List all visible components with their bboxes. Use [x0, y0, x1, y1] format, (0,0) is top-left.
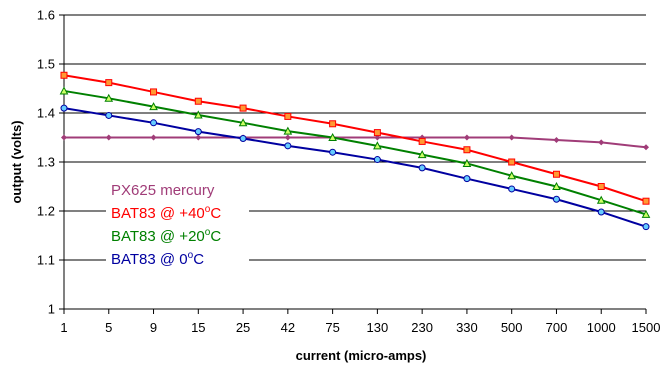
legend-entry: BAT83 @ 0oC — [111, 250, 204, 268]
y-tick-label: 1.2 — [37, 204, 55, 219]
y-axis-title: output (volts) — [9, 120, 24, 203]
x-tick-label: 230 — [411, 320, 433, 335]
x-tick-label: 42 — [281, 320, 295, 335]
y-tick-label: 1.6 — [37, 8, 55, 23]
x-tick-label: 1500 — [632, 320, 661, 335]
data-point — [59, 86, 69, 95]
legend-entry: BAT83 @ +20oC — [111, 227, 221, 245]
x-tick-label: 75 — [325, 320, 339, 335]
data-point — [642, 197, 650, 205]
data-point — [508, 158, 516, 166]
x-tick-labels: 1 5 9 15 25 42 75 130 230 330 500 700 1000 1500 — [60, 309, 660, 335]
data-point — [283, 126, 293, 135]
data-point — [328, 132, 337, 141]
data-point — [597, 208, 605, 216]
data-point — [238, 118, 248, 127]
series-line — [64, 136, 647, 149]
data-point — [641, 209, 651, 218]
series-3 — [60, 104, 650, 231]
x-tick-label: 1000 — [587, 320, 616, 335]
x-axis-title: current (micro-amps) — [296, 348, 427, 363]
y-tick-labels: 1 1.1 1.2 1.3 1.4 1.5 1.6 — [37, 8, 64, 317]
data-point — [105, 79, 113, 87]
y-tick-label: 1.1 — [37, 253, 55, 268]
data-point — [284, 112, 292, 120]
y-tick-label: 1.4 — [37, 106, 55, 121]
data-point — [194, 128, 202, 136]
data-point — [418, 164, 426, 172]
data-point — [150, 88, 158, 96]
data-point — [462, 158, 472, 167]
data-point — [105, 111, 113, 119]
y-tick-label: 1.3 — [37, 155, 55, 170]
y-tick-label: 1.5 — [37, 57, 55, 72]
data-point — [642, 223, 650, 231]
data-point — [194, 97, 202, 105]
data-point — [643, 144, 649, 151]
x-tick-label: 330 — [456, 320, 478, 335]
data-point — [329, 148, 337, 156]
data-point — [61, 134, 67, 141]
data-point — [463, 175, 471, 183]
x-tick-label: 25 — [236, 320, 250, 335]
data-point — [463, 146, 471, 154]
data-point — [463, 134, 470, 141]
legend: PX625 mercury BAT83 @ +40oC BAT83 @ +20oC B… — [106, 177, 249, 272]
data-point — [598, 139, 605, 146]
data-point — [553, 136, 560, 143]
data-point — [597, 183, 605, 190]
series-2 — [59, 86, 651, 218]
series-line — [63, 107, 647, 228]
legend-entry: PX625 mercury — [111, 182, 215, 199]
series-line — [63, 74, 647, 203]
x-tick-label: 9 — [150, 320, 157, 335]
data-point — [508, 134, 515, 141]
data-point — [195, 134, 202, 141]
data-point — [60, 71, 68, 79]
x-tick-label: 1 — [60, 320, 67, 335]
data-point — [149, 102, 158, 111]
x-tick-label: 500 — [501, 320, 523, 335]
data-point — [418, 137, 426, 145]
data-point — [284, 142, 292, 150]
y-tick-label: 1 — [48, 302, 55, 317]
x-tick-label: 15 — [191, 320, 205, 335]
legend-box — [106, 177, 249, 272]
data-point — [552, 170, 560, 178]
data-point — [373, 156, 381, 164]
data-point — [373, 141, 382, 150]
data-point — [596, 195, 606, 204]
data-point — [507, 171, 517, 180]
legend-entry: BAT83 @ +40oC — [111, 204, 221, 222]
data-point — [552, 181, 561, 190]
data-point — [508, 185, 516, 193]
data-point — [552, 195, 560, 203]
data-point — [239, 134, 247, 142]
data-point — [104, 93, 114, 102]
data-point — [239, 104, 247, 112]
data-point — [373, 129, 381, 137]
data-point — [193, 110, 203, 119]
data-point — [417, 150, 427, 159]
data-point — [150, 134, 157, 141]
data-point — [329, 120, 337, 128]
data-point — [60, 104, 68, 112]
series-line — [63, 89, 647, 216]
data-point — [150, 119, 158, 127]
data-point — [105, 134, 112, 141]
x-tick-label: 700 — [546, 320, 568, 335]
x-tick-label: 5 — [105, 320, 112, 335]
data-point — [284, 134, 291, 141]
x-tick-label: 130 — [367, 320, 389, 335]
series-1 — [60, 71, 650, 205]
series-layer — [59, 71, 651, 231]
